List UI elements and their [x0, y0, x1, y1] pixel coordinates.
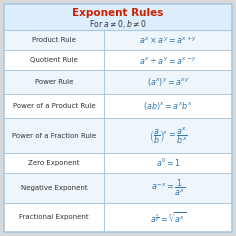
Text: For $a \neq 0, b \neq 0$: For $a \neq 0, b \neq 0$: [89, 18, 147, 30]
Text: $a^{-x} = \dfrac{1}{a^x}$: $a^{-x} = \dfrac{1}{a^x}$: [151, 178, 185, 198]
Text: Product Rule: Product Rule: [32, 37, 76, 43]
Text: Power of a Product Rule: Power of a Product Rule: [13, 103, 96, 109]
Bar: [4, 70, 232, 94]
Text: Quotient Rule: Quotient Rule: [30, 57, 78, 63]
Text: Zero Exponent: Zero Exponent: [28, 160, 80, 166]
Bar: [4, 118, 232, 153]
Bar: [4, 30, 232, 50]
Text: $(a^x)^y = a^{xy}$: $(a^x)^y = a^{xy}$: [147, 76, 190, 88]
Bar: [4, 173, 232, 203]
Text: Power of a Fraction Rule: Power of a Fraction Rule: [12, 133, 96, 139]
Text: $\left(\dfrac{a}{b}\right)^{\!x} = \dfrac{a^x}{b^x}$: $\left(\dfrac{a}{b}\right)^{\!x} = \dfra…: [149, 125, 187, 146]
Bar: [4, 4, 232, 30]
Text: Exponent Rules: Exponent Rules: [72, 8, 164, 18]
Bar: [4, 94, 232, 118]
Bar: [4, 203, 232, 232]
Text: $a^0 = 1$: $a^0 = 1$: [156, 157, 181, 169]
Text: Fractional Exponent: Fractional Exponent: [19, 214, 89, 220]
Text: Power Rule: Power Rule: [35, 79, 73, 85]
Bar: [4, 153, 232, 173]
Text: $(ab)^x = a^x b^x$: $(ab)^x = a^x b^x$: [143, 100, 193, 112]
Text: $a^{\frac{x}{y}} = \sqrt[y]{a^x}$: $a^{\frac{x}{y}} = \sqrt[y]{a^x}$: [150, 210, 186, 225]
Text: $a^x \times a^y = a^{x+y}$: $a^x \times a^y = a^{x+y}$: [139, 34, 197, 46]
Text: $a^x \div a^y = a^{x-y}$: $a^x \div a^y = a^{x-y}$: [139, 55, 197, 66]
Bar: [4, 50, 232, 70]
Text: Negative Exponent: Negative Exponent: [21, 185, 88, 191]
